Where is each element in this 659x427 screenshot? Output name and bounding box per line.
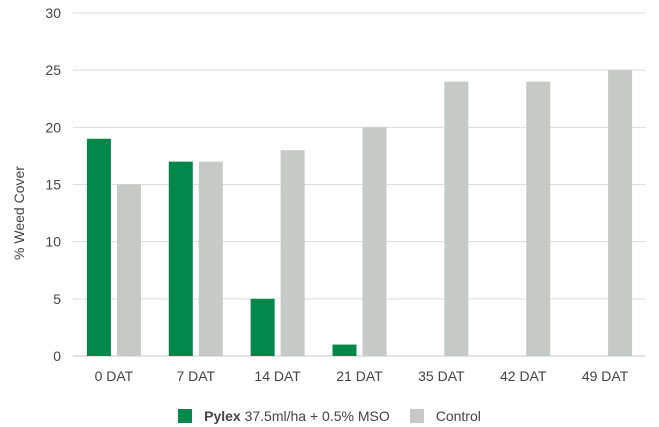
gridlines — [73, 12, 646, 357]
bar-control — [280, 150, 305, 356]
x-tick-label: 21 DAT — [336, 368, 383, 384]
legend-item-control: Control — [409, 408, 481, 424]
y-tick-label: 10 — [45, 234, 61, 250]
x-tick-label: 49 DAT — [582, 368, 629, 384]
x-tick-label: 0 DAT — [95, 368, 134, 384]
y-tick-label: 0 — [53, 348, 61, 364]
x-tick-label: 7 DAT — [176, 368, 215, 384]
y-tick-label: 20 — [45, 119, 61, 135]
bar-control — [444, 81, 469, 356]
legend-label-control: Control — [435, 408, 481, 424]
legend: Pylex 37.5ml/ha + 0.5% MSO Control — [0, 405, 659, 427]
bars — [86, 70, 633, 357]
x-tick-label: 42 DAT — [500, 368, 547, 384]
y-axis-title: % Weed Cover — [11, 166, 27, 260]
x-tick-label: 35 DAT — [418, 368, 465, 384]
y-tick-label: 30 — [45, 5, 61, 21]
legend-label-pylex-rest: 37.5ml/ha + 0.5% MSO — [244, 408, 390, 424]
y-tick-label: 5 — [53, 291, 61, 307]
bar-pylex — [332, 344, 357, 356]
legend-swatch-control — [409, 409, 424, 423]
legend-label-pylex-bold: Pylex — [204, 408, 241, 424]
bar-pylex — [250, 298, 275, 356]
bar-control — [116, 184, 141, 356]
x-tick-label: 14 DAT — [254, 368, 301, 384]
bar-control — [526, 81, 551, 356]
bar-pylex — [86, 138, 111, 356]
bar-pylex — [168, 161, 193, 356]
bar-control — [608, 70, 633, 357]
x-axis-ticks: 0 DAT 7 DAT 14 DAT 21 DAT 35 DAT 42 DAT 49 DAT — [95, 368, 629, 384]
y-tick-label: 15 — [45, 177, 61, 193]
bar-control — [362, 127, 387, 356]
legend-label-pylex: Pylex 37.5ml/ha + 0.5% MSO — [204, 408, 390, 424]
legend-item-pylex: Pylex 37.5ml/ha + 0.5% MSO — [178, 408, 390, 424]
legend-swatch-pylex — [178, 409, 193, 423]
y-axis-ticks: 0 5 10 15 20 25 30 — [45, 5, 61, 364]
y-tick-label: 25 — [45, 62, 61, 78]
bar-control — [198, 161, 223, 356]
